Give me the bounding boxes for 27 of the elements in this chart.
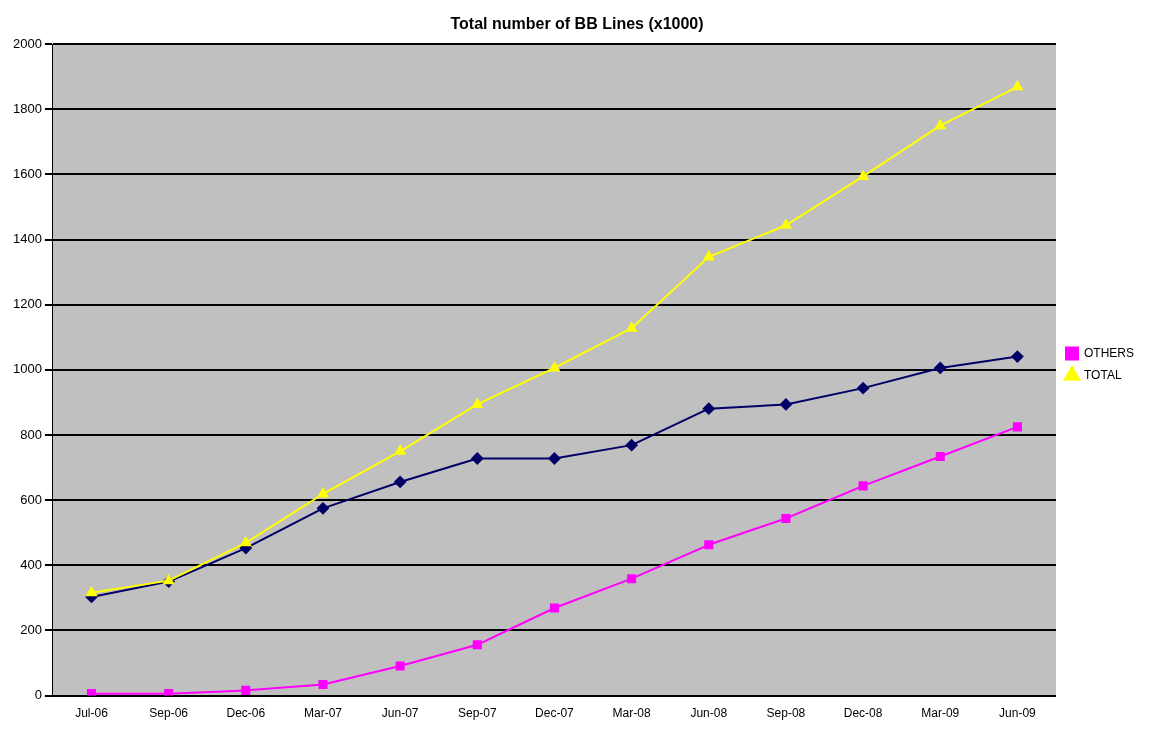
x-tick-label: Dec-07 bbox=[535, 706, 575, 721]
x-tick-label: Mar-07 bbox=[303, 706, 343, 721]
y-tick-label: 600 bbox=[20, 491, 42, 507]
x-tick-label: Dec-08 bbox=[843, 706, 883, 721]
y-tick-label: 800 bbox=[20, 426, 42, 442]
chart-title: Total number of BB Lines (x1000) bbox=[450, 15, 704, 33]
x-tick-label: Mar-08 bbox=[612, 706, 651, 721]
y-tick-label: 1800 bbox=[13, 100, 42, 116]
x-tick-label: Sep-06 bbox=[149, 706, 189, 721]
legend-label: TOTAL bbox=[1084, 367, 1122, 382]
x-tick-label: Jul-06 bbox=[75, 706, 109, 721]
x-tick-label: Dec-06 bbox=[226, 706, 266, 721]
x-tick-label: Sep-08 bbox=[766, 706, 806, 721]
y-tick-label: 200 bbox=[20, 622, 42, 638]
y-tick-label: 1600 bbox=[13, 166, 42, 182]
y-tick-label: 1000 bbox=[13, 361, 42, 377]
y-tick-label: 400 bbox=[20, 556, 42, 572]
y-tick-label: 1400 bbox=[13, 231, 42, 247]
x-tick-label: Sep-07 bbox=[457, 706, 497, 721]
y-tick-label: 1200 bbox=[13, 296, 42, 312]
y-tick-label: 0 bbox=[34, 687, 42, 703]
x-tick-label: Jun-07 bbox=[381, 706, 419, 721]
legend-label: OTHERS bbox=[1084, 345, 1135, 360]
x-tick-label: Mar-09 bbox=[921, 706, 960, 721]
x-tick-label: Jun-09 bbox=[999, 706, 1037, 721]
x-tick-label: Jun-08 bbox=[690, 706, 728, 721]
y-tick-label: 2000 bbox=[13, 35, 42, 51]
